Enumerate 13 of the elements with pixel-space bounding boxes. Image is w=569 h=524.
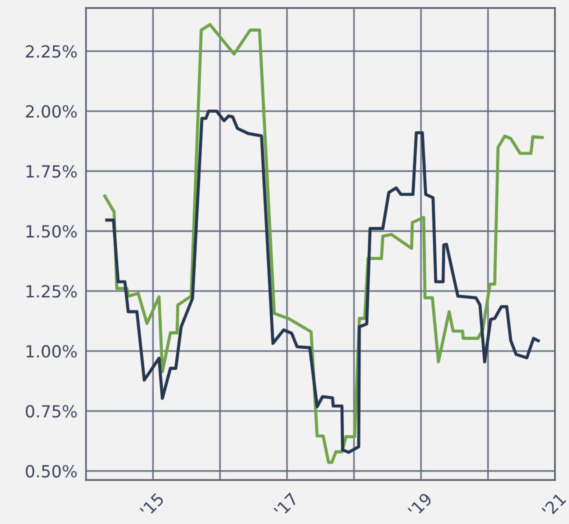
y-tick-label: 1.75% xyxy=(26,165,77,178)
x-tick-label: '21 xyxy=(542,492,566,518)
x-tick-label: '17 xyxy=(274,492,298,518)
y-tick-label: 0.75% xyxy=(26,404,77,418)
y-tick-label: 1.25% xyxy=(26,285,77,298)
y-tick-label: 2.00% xyxy=(26,105,77,118)
y-tick-label: 0.50% xyxy=(26,464,77,478)
x-tick-label: '19 xyxy=(408,492,433,518)
x-tick-label: '15 xyxy=(140,492,165,518)
y-tick-label: 1.00% xyxy=(26,345,77,358)
y-tick-label: 1.50% xyxy=(26,225,77,238)
y-tick-label: 2.25% xyxy=(26,45,77,58)
line-series xyxy=(105,110,540,454)
